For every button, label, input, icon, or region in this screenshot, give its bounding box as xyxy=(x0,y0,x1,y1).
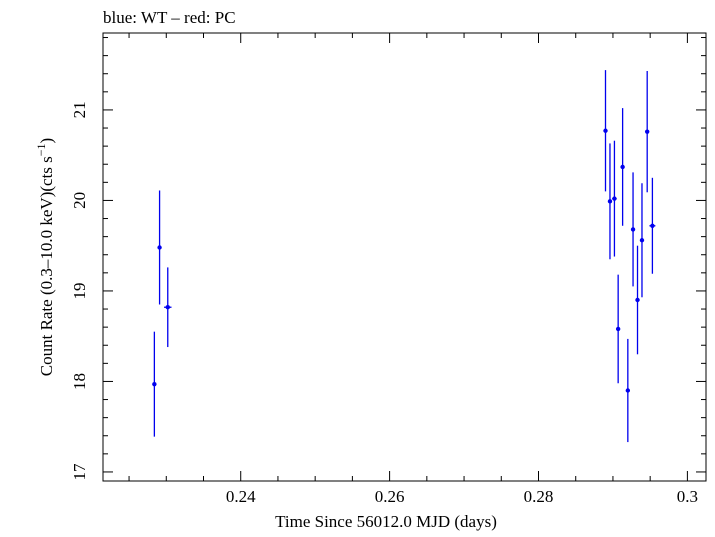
x-tick-label: 0.28 xyxy=(524,487,554,506)
data-point xyxy=(615,326,621,332)
plot-frame xyxy=(102,32,707,482)
y-axis-label-superscript: −1 xyxy=(34,143,48,156)
data-point xyxy=(635,297,640,303)
y-tick-label: 21 xyxy=(70,101,89,118)
x-tick-label: 0.26 xyxy=(375,487,405,506)
data-point xyxy=(644,129,650,134)
y-tick-label: 18 xyxy=(70,373,89,390)
data-point xyxy=(639,238,645,243)
data-point xyxy=(625,388,631,393)
y-tick-label: 19 xyxy=(70,282,89,299)
y-tick-label: 17 xyxy=(70,463,89,481)
data-point xyxy=(612,196,617,201)
x-axis-label: Time Since 56012.0 MJD (days) xyxy=(275,512,497,531)
x-tick-label: 0.3 xyxy=(677,487,698,506)
data-point xyxy=(603,128,608,133)
data-point xyxy=(152,381,157,387)
y-axis: 17 18 19 20 21 xyxy=(70,37,706,481)
x-axis: 0.24 0.26 0.28 0.3 xyxy=(128,33,698,506)
chart-title: blue: WT – red: PC xyxy=(103,8,236,27)
x-tick-label: 0.24 xyxy=(226,487,256,506)
y-tick-label: 20 xyxy=(70,192,89,209)
data-point xyxy=(630,227,636,232)
y-axis-label-close: ) xyxy=(37,138,56,144)
data-point xyxy=(620,164,625,170)
data-series-wt xyxy=(152,70,656,443)
data-point xyxy=(165,305,170,310)
y-axis-label: Count Rate (0.3–10.0 keV)(cts s−1) xyxy=(34,138,56,376)
y-axis-label-main: Count Rate (0.3–10.0 keV)(cts s xyxy=(37,156,56,376)
data-point xyxy=(607,199,613,204)
data-point xyxy=(650,223,655,228)
data-point xyxy=(157,245,162,250)
